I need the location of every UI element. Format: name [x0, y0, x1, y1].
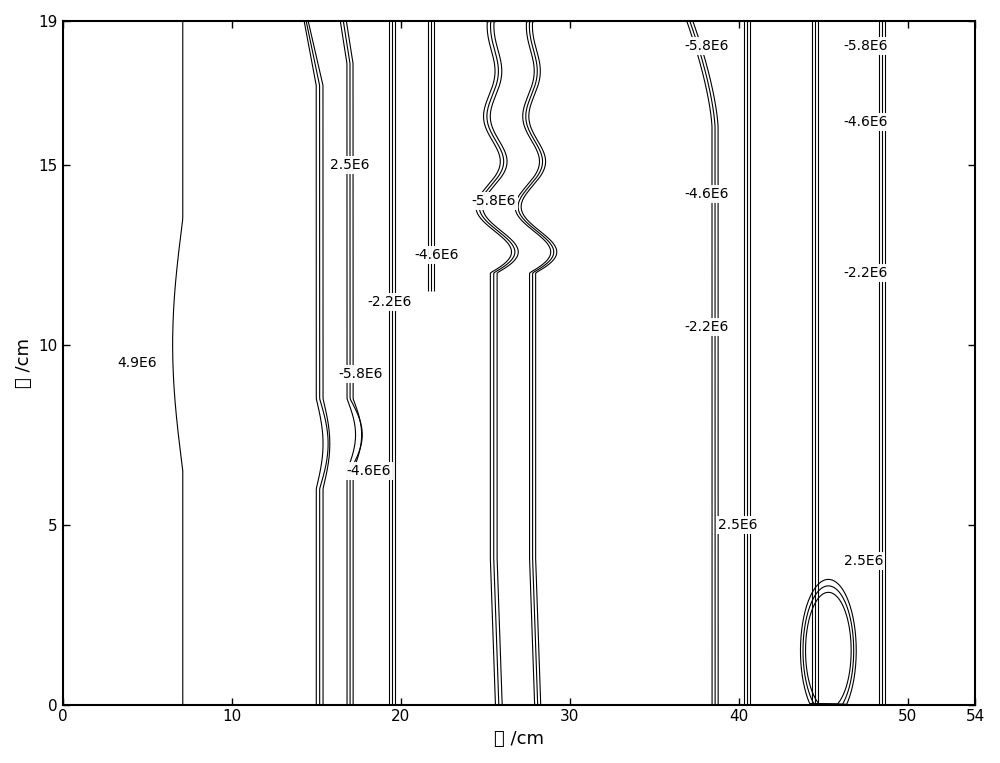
Y-axis label: 宽 /cm: 宽 /cm [15, 338, 33, 388]
Text: -2.2E6: -2.2E6 [685, 320, 729, 334]
Text: -2.2E6: -2.2E6 [844, 266, 888, 280]
Text: -5.8E6: -5.8E6 [844, 39, 888, 53]
Text: 2.5E6: 2.5E6 [718, 517, 758, 532]
Text: -4.6E6: -4.6E6 [844, 114, 888, 129]
Text: 2.5E6: 2.5E6 [844, 554, 883, 568]
Text: 4.9E6: 4.9E6 [117, 356, 156, 370]
Text: -4.6E6: -4.6E6 [347, 464, 391, 478]
Text: -5.8E6: -5.8E6 [338, 366, 383, 381]
Text: -2.2E6: -2.2E6 [367, 295, 411, 308]
Text: 2.5E6: 2.5E6 [330, 158, 369, 172]
Text: -4.6E6: -4.6E6 [414, 248, 459, 262]
Text: -5.8E6: -5.8E6 [685, 39, 729, 53]
Text: -5.8E6: -5.8E6 [472, 194, 516, 208]
X-axis label: 长 /cm: 长 /cm [494, 730, 544, 748]
Text: -4.6E6: -4.6E6 [685, 187, 729, 201]
